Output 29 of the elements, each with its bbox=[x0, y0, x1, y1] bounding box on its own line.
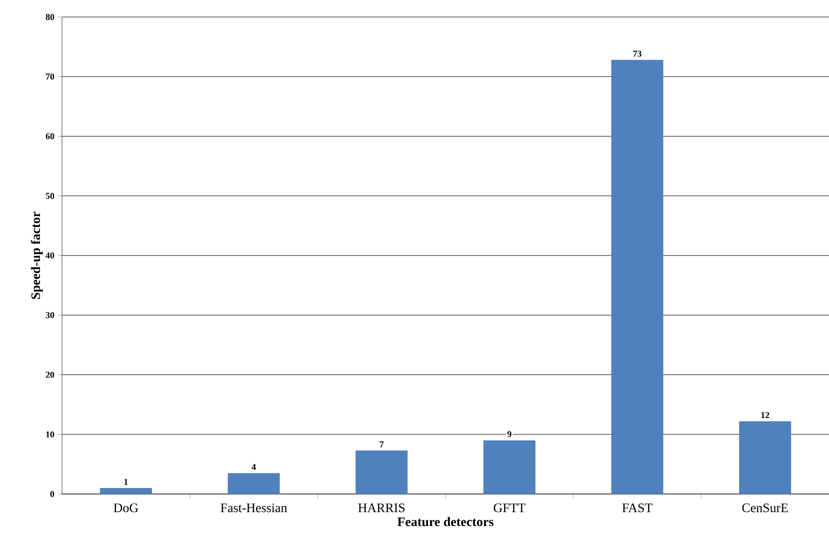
data-label: 12 bbox=[761, 412, 770, 418]
bar bbox=[100, 488, 152, 494]
bar bbox=[356, 450, 408, 494]
y-tick-label: 0 bbox=[50, 490, 54, 498]
x-tick-label: CenSurE bbox=[742, 504, 788, 512]
y-tick-label: 80 bbox=[46, 14, 54, 20]
y-tick-label: 30 bbox=[46, 312, 54, 318]
y-tick-label: 70 bbox=[46, 74, 54, 80]
x-tick-label: HARRIS bbox=[358, 504, 405, 512]
x-tick-label: Fast-Hessian bbox=[220, 504, 288, 512]
bar bbox=[739, 421, 792, 494]
y-tick-label: 60 bbox=[46, 133, 54, 140]
y-axis-title: Speed-up factor bbox=[30, 212, 43, 299]
data-label: 4 bbox=[252, 464, 256, 470]
data-label: 9 bbox=[507, 431, 512, 438]
data-label: 7 bbox=[380, 441, 384, 448]
x-tick-label: GFTT bbox=[494, 504, 526, 512]
y-tick-label: 50 bbox=[46, 192, 54, 199]
data-label: 73 bbox=[633, 50, 642, 57]
bar bbox=[228, 473, 280, 494]
data-label: 1 bbox=[124, 478, 128, 485]
y-tick-label: 20 bbox=[46, 372, 54, 378]
bar bbox=[611, 60, 664, 494]
y-tick-label: 40 bbox=[46, 252, 54, 259]
x-tick-label: FAST bbox=[622, 504, 652, 512]
y-tick-label: 10 bbox=[46, 431, 54, 438]
x-tick-label: DoG bbox=[114, 504, 138, 512]
x-axis-title: Feature detectors bbox=[397, 517, 494, 526]
bar bbox=[483, 440, 536, 494]
